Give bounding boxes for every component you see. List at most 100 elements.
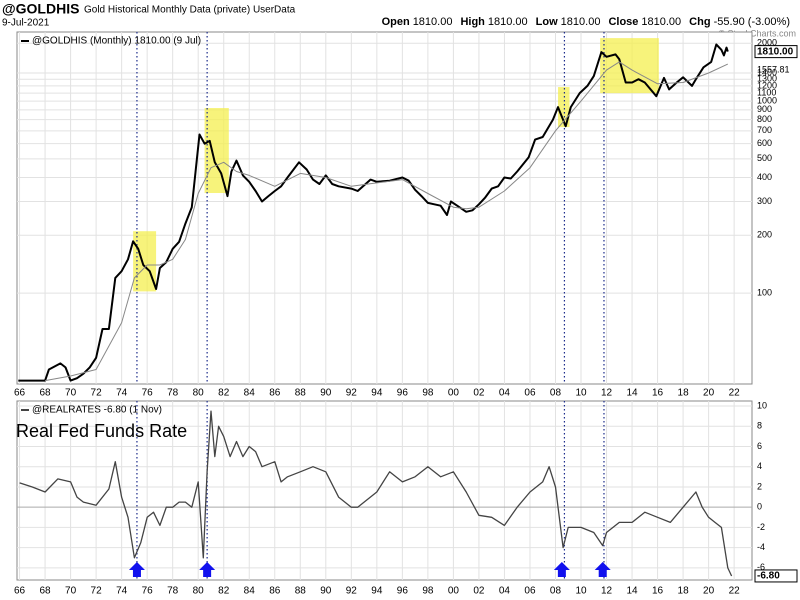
y-tick-label: -6 bbox=[757, 562, 765, 572]
x-tick-label: 08 bbox=[550, 586, 562, 597]
y-tick-label: 300 bbox=[757, 196, 772, 206]
legend-label: @GOLDHIS (Monthly) 1810.00 (9 Jul) bbox=[32, 36, 201, 47]
x-tick-label: 04 bbox=[499, 388, 511, 399]
quote-value: 1810.00 bbox=[641, 16, 681, 28]
x-tick-label: 90 bbox=[320, 586, 332, 597]
quote-value: 1810.00 bbox=[488, 16, 528, 28]
x-tick-label: 94 bbox=[371, 586, 383, 597]
y-tick-label: -2 bbox=[757, 522, 765, 532]
x-tick-label: 18 bbox=[678, 388, 690, 399]
quote-label: High bbox=[460, 16, 485, 28]
y-tick-label: 4 bbox=[757, 461, 762, 471]
x-tick-label: 72 bbox=[91, 586, 103, 597]
symbol: @GOLDHIS bbox=[2, 1, 79, 17]
x-tick-label: 14 bbox=[626, 586, 638, 597]
last-value-label: 1810.00 bbox=[757, 46, 794, 57]
y-tick-label: -4 bbox=[757, 542, 765, 552]
y-tick-label: 900 bbox=[757, 104, 772, 114]
quote-label: Close bbox=[608, 16, 638, 28]
y-tick-label: 10 bbox=[757, 400, 767, 410]
annotation: Real Fed Funds Rate bbox=[16, 421, 187, 441]
x-tick-label: 78 bbox=[167, 586, 179, 597]
x-tick-label: 16 bbox=[652, 388, 664, 399]
x-tick-label: 84 bbox=[244, 586, 256, 597]
y-tick-label: 400 bbox=[757, 172, 772, 182]
x-tick-label: 20 bbox=[703, 388, 715, 399]
last-value-box bbox=[754, 569, 798, 583]
y-tick-label: 700 bbox=[757, 125, 772, 135]
series-line bbox=[19, 410, 733, 577]
quote-label: Chg bbox=[689, 16, 710, 28]
x-tick-label: 08 bbox=[550, 388, 562, 399]
x-tick-label: 86 bbox=[269, 586, 281, 597]
x-tick-label: 98 bbox=[422, 388, 434, 399]
x-tick-label: 22 bbox=[729, 388, 741, 399]
y-tick-label: 1400 bbox=[757, 67, 777, 77]
series-line bbox=[18, 43, 729, 382]
y-tick-label: 1000 bbox=[757, 95, 777, 105]
x-tick-label: 06 bbox=[524, 586, 536, 597]
x-tick-label: 92 bbox=[346, 388, 358, 399]
x-tick-label: 68 bbox=[40, 388, 52, 399]
x-tick-label: 98 bbox=[422, 586, 434, 597]
x-tick-label: 00 bbox=[448, 388, 460, 399]
x-tick-label: 90 bbox=[320, 388, 332, 399]
x-tick-label: 74 bbox=[116, 388, 128, 399]
x-tick-label: 74 bbox=[116, 586, 128, 597]
y-tick-label: 1100 bbox=[757, 88, 776, 98]
x-tick-label: 16 bbox=[652, 586, 664, 597]
y-tick-label: 6 bbox=[757, 441, 762, 451]
series-line bbox=[45, 61, 729, 382]
quote-value: -55.90 (-3.00%) bbox=[714, 16, 790, 28]
plot-area bbox=[16, 400, 753, 581]
x-tick-label: 82 bbox=[218, 388, 230, 399]
y-tick-label: 2000 bbox=[757, 38, 777, 48]
x-tick-label: 78 bbox=[167, 388, 179, 399]
y-tick-label: 600 bbox=[757, 138, 772, 148]
x-tick-label: 70 bbox=[65, 586, 77, 597]
x-tick-label: 12 bbox=[601, 388, 613, 399]
x-tick-label: 22 bbox=[729, 586, 741, 597]
x-tick-label: 66 bbox=[14, 586, 26, 597]
x-tick-label: 06 bbox=[524, 388, 536, 399]
y-tick-label: 500 bbox=[757, 153, 772, 163]
last-value-label: -6.80 bbox=[757, 571, 780, 582]
quote-value: 1810.00 bbox=[413, 16, 453, 28]
x-tick-label: 80 bbox=[193, 586, 205, 597]
y-tick-label: 8 bbox=[757, 421, 762, 431]
x-tick-label: 84 bbox=[244, 388, 256, 399]
y-tick-label: 2 bbox=[757, 481, 762, 491]
x-tick-label: 18 bbox=[678, 586, 690, 597]
x-tick-label: 76 bbox=[142, 388, 154, 399]
y-tick-label: 1300 bbox=[757, 74, 777, 84]
x-tick-label: 02 bbox=[473, 388, 485, 399]
quote: Open 1810.00 High 1810.00 Low 1810.00 Close 181… bbox=[382, 16, 790, 28]
highlight bbox=[133, 231, 157, 292]
x-tick-label: 04 bbox=[499, 586, 511, 597]
arrow bbox=[199, 562, 216, 577]
x-tick-label: 82 bbox=[218, 586, 230, 597]
x-tick-label: 88 bbox=[295, 388, 307, 399]
x-tick-label: 00 bbox=[448, 586, 460, 597]
x-tick-label: 12 bbox=[601, 586, 613, 597]
x-tick-label: 80 bbox=[193, 388, 205, 399]
x-tick-label: 96 bbox=[397, 586, 409, 597]
x-tick-label: 20 bbox=[703, 586, 715, 597]
arrow bbox=[594, 562, 611, 577]
x-tick-label: 14 bbox=[626, 388, 638, 399]
highlight bbox=[558, 87, 570, 128]
quote-value: 1810.00 bbox=[561, 16, 601, 28]
x-tick-label: 10 bbox=[575, 586, 587, 597]
last-value-box bbox=[754, 45, 798, 59]
x-tick-label: 72 bbox=[91, 388, 103, 399]
copyright: © StockCharts.com bbox=[718, 28, 796, 38]
x-tick-label: 86 bbox=[269, 388, 281, 399]
legend-label: @REALRATES -6.80 (1 Nov) bbox=[32, 405, 162, 416]
arrow bbox=[553, 562, 570, 577]
x-tick-label: 96 bbox=[397, 388, 409, 399]
last-value-label: 1557.81 bbox=[757, 64, 790, 74]
y-tick-label: 100 bbox=[757, 287, 772, 297]
description: Gold Historical Monthly Data (private) U… bbox=[84, 5, 296, 16]
x-tick-label: 70 bbox=[65, 388, 77, 399]
